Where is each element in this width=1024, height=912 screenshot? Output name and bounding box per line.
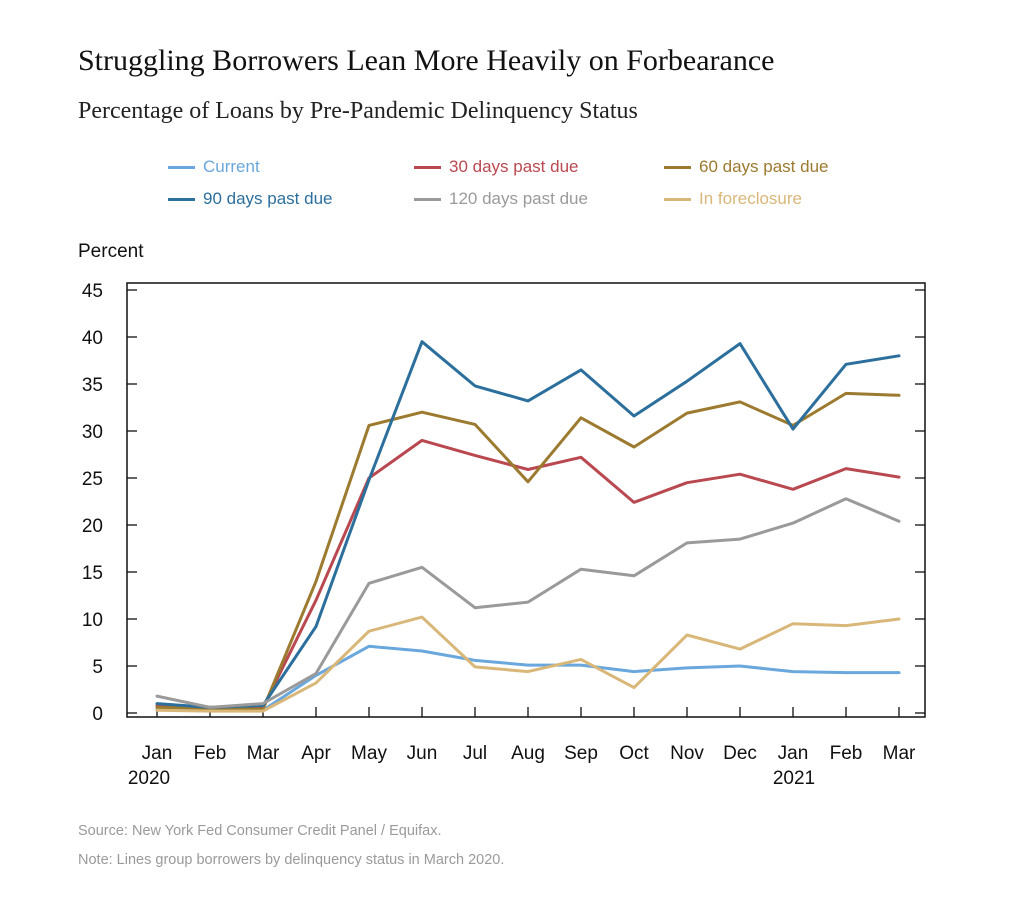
y-tick-label: 10	[82, 610, 103, 631]
y-tick-label: 40	[82, 328, 103, 349]
series-line-60-days	[155, 391, 901, 711]
x-tick-label: Aug	[511, 743, 545, 764]
x-tick-label: Feb	[194, 743, 227, 764]
x-tick-label: Jan	[778, 743, 809, 764]
year-label-2020: 2020	[128, 768, 170, 789]
y-tick-label: 45	[82, 281, 103, 302]
y-tick-label: 25	[82, 469, 103, 490]
footnote: Note: Lines group borrowers by delinquen…	[78, 852, 505, 868]
chart-title: Struggling Borrowers Lean More Heavily o…	[78, 44, 775, 77]
y-tick-label: 15	[82, 563, 103, 584]
x-tick-label: Dec	[723, 743, 757, 764]
x-tick-label: Mar	[247, 743, 280, 764]
x-axis: Jan Feb Mar Apr May Jun Jul Aug Sep Oct Nov Dec Jan F…	[142, 707, 916, 764]
x-tick-label: Feb	[830, 743, 863, 764]
chart-subtitle: Percentage of Loans by Pre-Pandemic Deli…	[78, 98, 638, 124]
year-label-2021: 2021	[773, 768, 815, 789]
y-tick-label: 30	[82, 422, 103, 443]
series-line-30-days	[155, 438, 901, 709]
x-tick-label: Mar	[883, 743, 916, 764]
x-tick-label: May	[351, 743, 387, 764]
x-tick-label: Jun	[407, 743, 438, 764]
series-lines	[155, 340, 901, 713]
x-tick-label: Apr	[301, 743, 331, 764]
y-axis: 0 5 10 15 20 25 30 35 40 45	[82, 281, 925, 725]
series-line-current	[155, 644, 901, 712]
x-tick-label: Jan	[142, 743, 173, 764]
x-tick-label: Jul	[463, 743, 487, 764]
source-note: Source: New York Fed Consumer Credit Pan…	[78, 823, 442, 839]
y-tick-label: 35	[82, 375, 103, 396]
plot-frame	[126, 282, 926, 718]
y-tick-label: 5	[92, 657, 103, 678]
series-line-120-days	[155, 497, 901, 709]
series-line-foreclosure	[155, 615, 901, 713]
x-tick-label: Nov	[670, 743, 704, 764]
series-line-90-days	[155, 340, 901, 709]
x-tick-label: Oct	[619, 743, 649, 764]
y-tick-label: 20	[82, 516, 103, 537]
x-tick-label: Sep	[564, 743, 598, 764]
y-axis-label: Percent	[78, 241, 144, 262]
y-tick-label: 0	[92, 704, 103, 725]
